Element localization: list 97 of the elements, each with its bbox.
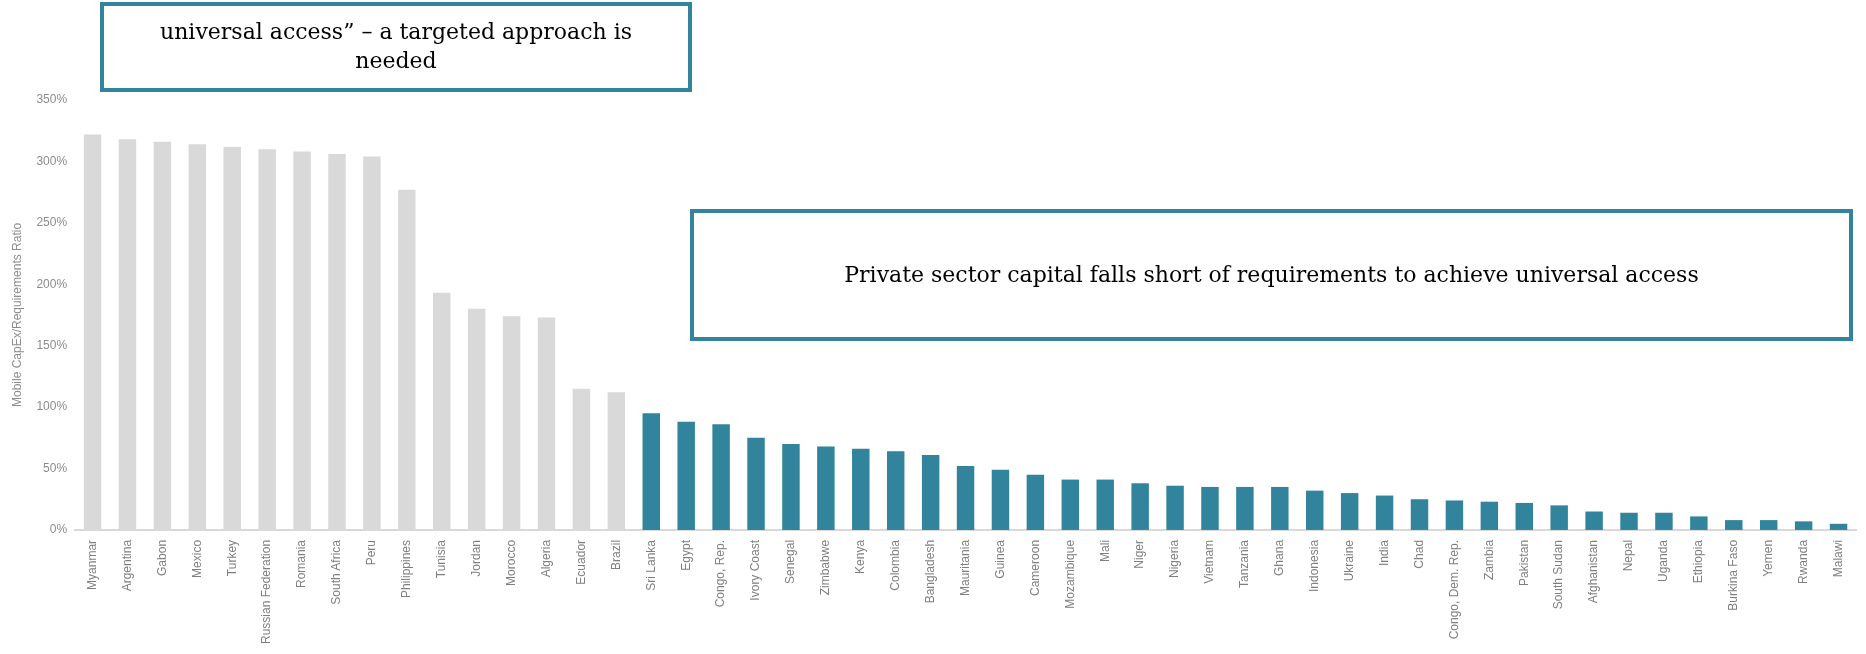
x-tick-label: Peru [364,539,379,566]
bar [1201,486,1219,530]
x-tick-label: Brazil [608,539,623,570]
x-tick-label: Indonesia [1307,539,1322,592]
x-tick-label: Chad [1411,539,1426,569]
x-tick-label: Mauritania [957,539,972,596]
x-tick-label: Morocco [503,539,518,586]
bar [852,448,870,530]
x-tick-label: Ghana [1272,539,1287,576]
x-tick-label: Russian Federation [259,539,274,645]
x-tick-label: Malawi [1830,539,1845,578]
bar [1690,516,1708,530]
bar [1829,523,1848,530]
x-tick-label: Gabon [154,539,169,576]
bar [1166,485,1184,530]
y-tick-label: 100% [36,399,68,414]
bar [1271,486,1289,530]
x-tick-label: Senegal [783,539,798,584]
bar [1480,501,1499,530]
x-tick-label: Afghanistan [1586,539,1601,604]
x-tick-label: Congo, Dem. Rep. [1446,539,1461,640]
bar [991,469,1010,530]
bar [1410,499,1429,530]
bar [1445,500,1464,530]
x-tick-label: Kenya [853,539,868,574]
y-tick-label: 200% [36,276,68,291]
bar [956,466,975,530]
x-tick-label: Uganda [1656,539,1671,582]
x-tick-label: Ukraine [1341,539,1356,582]
callout-box: universal access” – a targeted approach is needed [100,2,692,92]
x-tick-label: Zimbabwe [818,539,833,596]
bar [1794,521,1813,530]
x-tick-label: Vietnam [1202,539,1217,584]
bar [1515,502,1533,530]
bar [921,455,940,530]
x-tick-label: Bangladesh [922,539,937,604]
x-tick-label: Guinea [992,539,1007,579]
x-tick-label: Tanzania [1237,539,1252,588]
bar [1306,490,1324,530]
bar [1620,512,1638,530]
x-tick-label: Sri Lanka [643,539,658,591]
y-tick-label: 150% [36,337,68,352]
bar [1131,483,1149,530]
x-tick-label: South Sudan [1551,539,1566,610]
bar [747,437,765,530]
y-tick-label: 50% [43,460,68,475]
y-tick-label: 250% [36,215,68,230]
x-tick-label: India [1376,539,1391,566]
x-tick-label: Algeria [538,539,553,578]
bar [1096,479,1114,530]
x-tick-label: Colombia [888,539,903,591]
x-tick-label: Ecuador [573,539,588,585]
bar [1375,495,1394,530]
x-tick-label: Myanmar [84,539,99,590]
x-tick-label: Cameroon [1027,539,1042,596]
x-tick-label: Nigeria [1167,539,1182,578]
x-tick-label: Ethiopia [1691,539,1706,584]
x-tick-label: Burkina Faso [1726,539,1741,611]
bar [1585,511,1603,530]
bar [1026,474,1045,530]
bar [1550,505,1568,530]
bar [886,451,905,530]
y-tick-label: 350% [36,92,68,107]
y-axis-title: Mobile CapEx/Requirements Ratio [9,222,24,408]
x-tick-label: South Africa [329,539,344,605]
x-tick-label: Philippines [399,539,414,598]
bar [677,421,695,530]
bar [1340,493,1359,530]
bar [1655,512,1673,530]
x-tick-label: Egypt [678,539,693,571]
bar [1236,486,1254,530]
x-tick-label: Ivory Coast [748,539,763,601]
bar [817,446,835,530]
x-tick-label: Pakistan [1516,539,1531,586]
x-tick-label: Zambia [1481,539,1496,580]
x-tick-label: Romania [294,539,309,588]
x-tick-label: Jordan [468,539,483,577]
x-tick-label: Rwanda [1795,539,1810,584]
x-tick-label: Niger [1132,539,1147,569]
bar [642,413,660,530]
bar [1725,520,1743,530]
y-tick-label: 300% [36,153,68,168]
x-tick-label: Argentina [119,539,134,592]
bar [1759,520,1778,530]
x-tick-label: Mozambique [1062,539,1077,609]
x-tick-label: Turkey [224,539,239,577]
x-tick-label: Mali [1097,539,1112,562]
x-tick-label: Tunisia [434,539,449,579]
x-tick-label: Mexico [189,539,204,578]
x-tick-label: Congo, Rep. [713,539,728,608]
y-tick-label: 0% [49,522,68,537]
callout-box: Private sector capital falls short of requirements to achieve universal access [690,209,1853,341]
bar [712,424,730,530]
x-tick-label: Yemen [1761,539,1776,577]
x-tick-label: Nepal [1621,539,1636,572]
bar [1061,479,1080,530]
bar [782,443,800,530]
